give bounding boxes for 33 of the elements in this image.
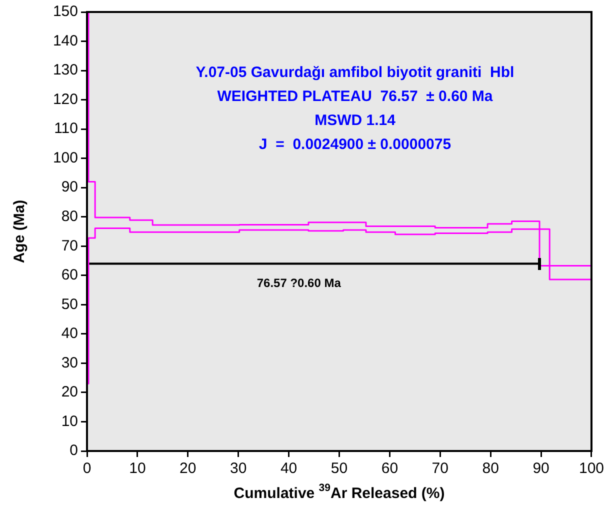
- x-tick-label: 30: [230, 460, 247, 478]
- annotation: 76.57 ?0.60 Ma: [256, 276, 342, 290]
- y-tick-label: 20: [61, 384, 78, 401]
- y-tick-label: 120: [52, 90, 78, 108]
- y-tick-label: 110: [54, 120, 78, 138]
- annotation: J = 0.0024900 ± 0.0000075: [258, 136, 452, 154]
- y-tick-label: 60: [61, 266, 78, 284]
- y-tick-label: 140: [52, 32, 78, 50]
- x-tick-label: 80: [482, 460, 499, 478]
- x-tick-label: 50: [330, 460, 348, 478]
- x-tick-label: 90: [532, 460, 550, 478]
- x-tick-label: 10: [129, 460, 146, 478]
- y-tick-label: 30: [61, 354, 78, 372]
- y-axis-title: Age (Ma): [11, 200, 28, 264]
- x-tick-label: 60: [381, 460, 398, 478]
- y-tick-label: 10: [61, 412, 78, 430]
- y-tick-label: 150: [52, 3, 78, 20]
- y-tick-label: 70: [61, 237, 78, 254]
- y-tick-label: 130: [52, 62, 78, 79]
- y-tick-label: 0: [70, 442, 78, 460]
- y-tick-label: 40: [61, 325, 78, 342]
- annotation: Y.07-05 Gavurdağı amfibol biyotit graniti Hbl: [196, 64, 514, 82]
- y-tick-label: 80: [61, 208, 78, 226]
- x-tick-label: 40: [280, 460, 298, 478]
- x-tick-label: 20: [180, 460, 196, 478]
- y-tick-label: 100: [52, 149, 78, 166]
- x-tick-label: 0: [82, 460, 92, 478]
- y-tick-label: 50: [61, 296, 78, 313]
- y-tick-label: 90: [61, 178, 78, 196]
- x-tick-label: 100: [578, 460, 604, 478]
- x-tick-label: 70: [432, 460, 448, 478]
- annotation: MSWD 1.14: [314, 112, 396, 130]
- annotation: WEIGHTED PLATEAU 76.57 ± 0.60 Ma: [217, 88, 494, 106]
